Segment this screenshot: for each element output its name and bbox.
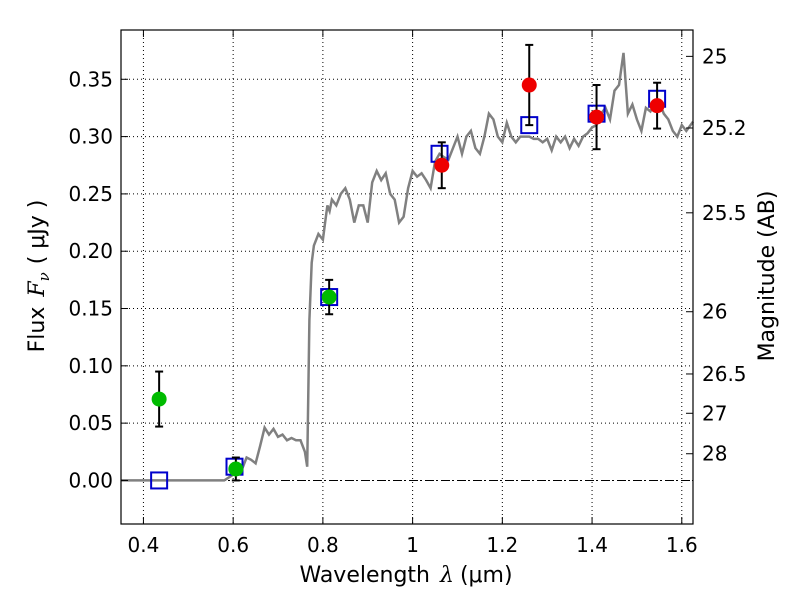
plot-area xyxy=(121,43,695,490)
x-axis-label-symbol: λ xyxy=(439,563,454,588)
x-tick-label: 1.2 xyxy=(486,533,518,557)
data-markers xyxy=(150,43,667,490)
circle-marker xyxy=(321,289,337,305)
y-axis-label-symbol: F xyxy=(25,281,50,298)
x-tick-label: 0.6 xyxy=(217,533,249,557)
square-marker xyxy=(150,471,169,490)
y2-axis-label: Magnitude (AB) xyxy=(755,191,780,362)
model-spectrum-line xyxy=(121,52,695,482)
y-tick-label: 0.10 xyxy=(68,354,113,378)
y-tick-label: 0.30 xyxy=(68,125,113,149)
y-axis-label-subscript: ν xyxy=(35,272,53,281)
y2-tick-label: 27 xyxy=(702,401,727,425)
x-tick-label: 0.8 xyxy=(307,533,339,557)
y-tick-label: 0.00 xyxy=(68,468,113,492)
y-tick-label: 0.35 xyxy=(68,67,113,91)
circle-marker xyxy=(649,98,665,114)
x-tick-label: 1 xyxy=(406,533,419,557)
y-axis-label-prefix: Flux xyxy=(25,307,50,353)
x-tick-label: 0.4 xyxy=(128,533,160,557)
y2-tick-label: 28 xyxy=(702,442,727,466)
x-tick-label: 1.6 xyxy=(666,533,698,557)
y-tick-label: 0.25 xyxy=(68,182,113,206)
circle-marker xyxy=(521,77,537,93)
y2-tick-label: 25 xyxy=(702,44,727,68)
grid-lines xyxy=(121,30,693,524)
x-axis-label-unit: (μm) xyxy=(460,563,513,588)
y2-tick-label: 25.5 xyxy=(702,201,747,225)
y-tick-label: 0.20 xyxy=(68,239,113,263)
circle-marker xyxy=(228,461,244,477)
x-tick-label: 1.4 xyxy=(576,533,608,557)
y2-tick-label: 25.2 xyxy=(702,116,747,140)
y-tick-label: 0.15 xyxy=(68,297,113,321)
axis-ticks: 0.4 0.6 0.8 1 1.2 1.4 1.6 0.00 0.05 0.10 0.15 0.20 0… xyxy=(68,30,747,557)
circle-marker xyxy=(434,157,450,173)
circle-marker xyxy=(589,109,605,125)
circle-marker xyxy=(151,391,167,407)
y-axis-label: Flux Fν ( μJy ) xyxy=(25,200,53,353)
y-tick-label: 0.05 xyxy=(68,411,113,435)
y2-tick-label: 26.5 xyxy=(702,362,747,386)
x-axis-label-prefix: Wavelength xyxy=(299,563,430,588)
y2-tick-label: 26 xyxy=(702,300,727,324)
x-axis-label: Wavelength λ (μm) xyxy=(299,563,512,588)
plot-frame xyxy=(120,29,694,525)
y-axis-label-unit: ( μJy ) xyxy=(25,200,50,265)
